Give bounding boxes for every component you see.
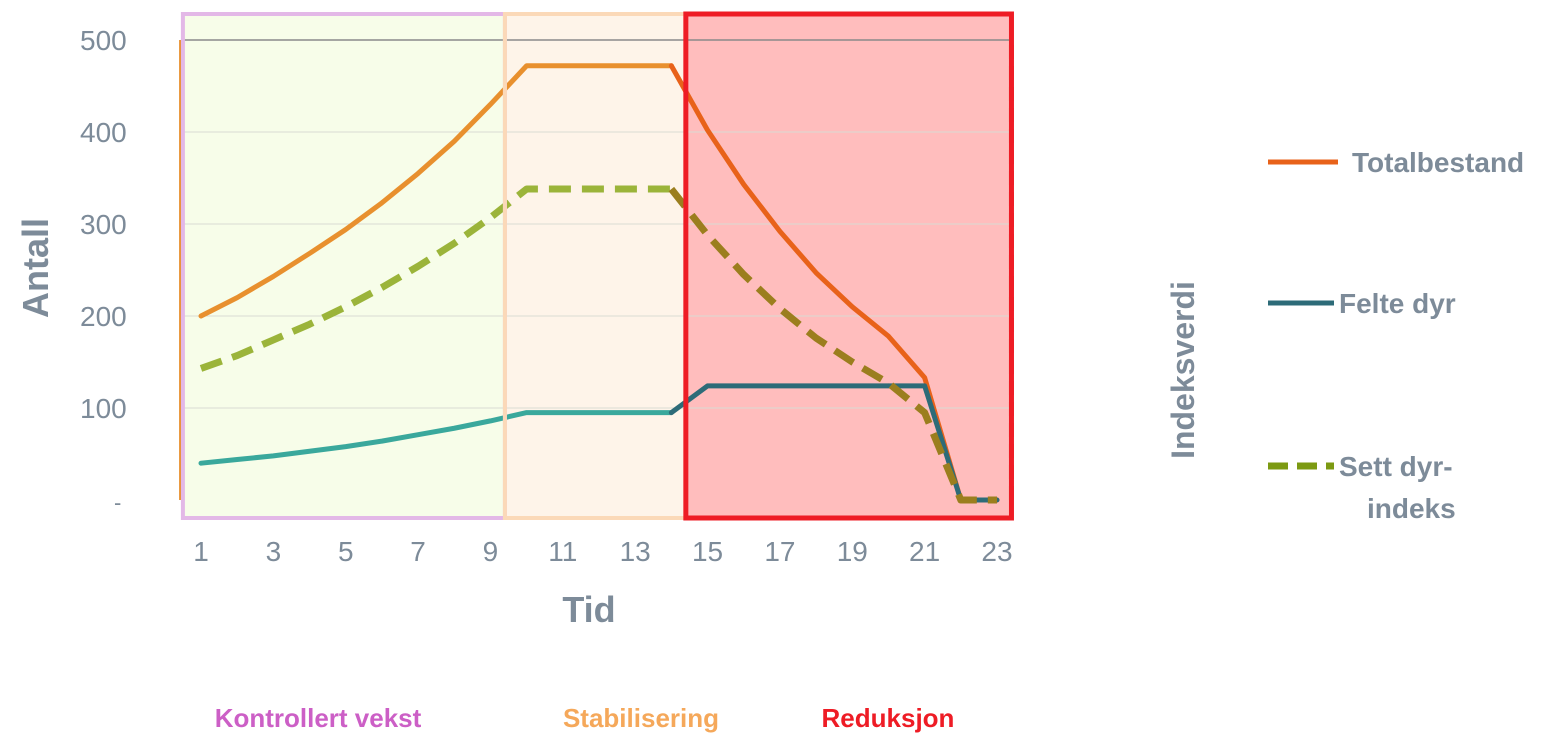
phase-borders [180, 11, 1014, 521]
x-tick-label: 21 [909, 536, 940, 567]
y-tick-label: 100 [80, 393, 127, 424]
series-line-3-reduction [668, 186, 997, 504]
phase-border-3 [683, 11, 1014, 521]
y-axis-ticks: - 100 200 300 400 500 [80, 25, 127, 515]
legend-label-1: Totalbestand [1352, 147, 1524, 178]
phase-label-3: Reduksjon [822, 703, 955, 733]
series-line-3 [199, 185, 672, 372]
y-tick-label: 500 [80, 25, 127, 56]
x-tick-label: 17 [764, 536, 795, 567]
x-tick-label: 5 [338, 536, 354, 567]
series-line-2-reduction [668, 383, 1000, 503]
legend-label-3: Sett dyr-indeks [1339, 451, 1456, 524]
phase-labels: Kontrollert vekst Stabilisering Reduksjon [215, 703, 955, 733]
series-line-2 [198, 410, 674, 466]
legend: Totalbestand Felte dyr Sett dyr-indeks [1268, 147, 1524, 524]
y-tick-label: 300 [80, 209, 127, 240]
phase-label-1: Kontrollert vekst [215, 703, 422, 733]
phase-background-1 [182, 14, 505, 518]
x-tick-label: 7 [410, 536, 426, 567]
phase-label-2: Stabilisering [563, 703, 719, 733]
x-tick-label: 23 [981, 536, 1012, 567]
y-tick-label: - [114, 490, 121, 515]
y-tick-label: 400 [80, 117, 127, 148]
y-axis-secondary-title: Indeksverdi [1165, 281, 1201, 459]
x-tick-label: 19 [837, 536, 868, 567]
x-tick-label: 3 [266, 536, 282, 567]
x-axis-ticks: 1 3 5 7 9 11 13 15 17 19 21 23 [193, 536, 1012, 567]
x-tick-label: 9 [483, 536, 499, 567]
phase-background-2 [504, 14, 686, 518]
x-tick-label: 15 [692, 536, 723, 567]
gridlines [182, 39, 1012, 409]
y-axis-title: Antall [15, 218, 56, 318]
x-tick-label: 1 [193, 536, 209, 567]
x-tick-label: 13 [620, 536, 651, 567]
phase-backgrounds [182, 14, 1012, 518]
y-tick-label: 200 [80, 301, 127, 332]
series-line-1 [198, 63, 674, 319]
x-tick-label: 11 [548, 536, 577, 567]
x-axis-title: Tid [562, 589, 615, 630]
legend-label-2: Felte dyr [1339, 288, 1456, 319]
